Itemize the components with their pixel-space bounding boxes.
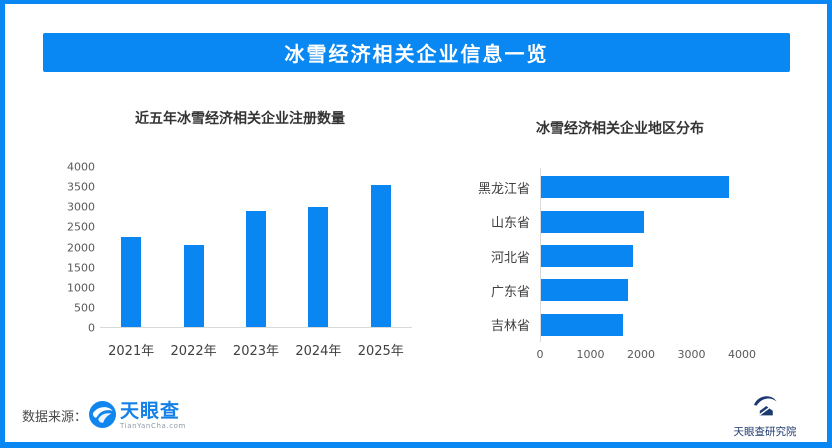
bar-track (540, 245, 742, 268)
registrations-bar-2024年 (308, 207, 329, 327)
region-label: 山东省 (490, 216, 530, 232)
bar-slot (100, 167, 162, 327)
x-tick-label: 1000 (576, 348, 605, 361)
bar-track (540, 176, 742, 199)
bar-slot (287, 167, 349, 327)
registrations-y-axis: 0 500 1000 1500 2000 2500 3000 3500 4000 (43, 161, 95, 335)
registrations-chart-title: 近五年冰雪经济相关企业注册数量 (135, 111, 345, 127)
page-title: 冰雪经济相关企业信息一览 (284, 42, 549, 66)
region-label: 黑龙江省 (477, 181, 530, 197)
regions-axis-line (540, 168, 541, 342)
research-institute-logo: 天眼查研究院 (727, 391, 803, 439)
bar-slot (163, 167, 225, 327)
registrations-bar-2025年 (370, 185, 391, 327)
region-row: 河北省 (458, 239, 742, 273)
region-row: 吉林省 (458, 308, 742, 342)
x-category-label: 2025年 (357, 344, 404, 359)
tianyancha-logo: 天眼查 TianYanCha.com (89, 401, 186, 430)
x-category-label: 2022年 (170, 344, 217, 359)
y-tick-label: 1000 (67, 281, 95, 295)
regions-bar-黑龙江省 (540, 176, 730, 199)
bar-slot (350, 167, 412, 327)
registrations-bar-2022年 (183, 245, 204, 327)
data-source-label: 数据来源： (22, 410, 88, 425)
region-row: 黑龙江省 (458, 170, 742, 204)
y-tick-label: 1500 (67, 261, 95, 275)
regions-bar-山东省 (540, 210, 644, 233)
page-title-banner: 冰雪经济相关企业信息一览 (43, 33, 790, 72)
x-tick-label: 0 (536, 348, 544, 361)
region-row: 山东省 (458, 204, 742, 238)
x-tick-label: 3000 (677, 348, 706, 361)
tianyancha-eye-icon (89, 401, 116, 428)
tianyancha-domain: TianYanCha.com (120, 422, 186, 430)
y-tick-label: 3000 (67, 200, 95, 214)
bar-track (540, 279, 742, 302)
x-category-label: 2023年 (232, 344, 280, 359)
y-tick-label: 2500 (67, 220, 95, 234)
regions-bar-广东省 (540, 279, 629, 302)
registrations-bar-2021年 (121, 237, 142, 327)
bar-track (540, 313, 742, 336)
bar-slot (225, 167, 287, 327)
research-institute-label: 天眼查研究院 (733, 426, 797, 438)
registrations-plot (100, 167, 412, 328)
regions-rows: 黑龙江省山东省河北省广东省吉林省 (458, 170, 742, 342)
regions-bar-吉林省 (540, 313, 624, 336)
tianyancha-name: 天眼查 (120, 400, 181, 422)
research-institute-icon (753, 396, 777, 416)
x-category-label: 2024年 (295, 344, 342, 359)
y-tick-label: 2000 (67, 241, 95, 254)
tianyancha-wordmark: 天眼查 TianYanCha.com (120, 401, 186, 430)
registrations-x-labels: 2021年 2022年 2023年 2024年 2025年 (100, 340, 412, 359)
regions-x-axis: 0 1000 2000 3000 4000 (536, 348, 757, 362)
y-tick-label: 4000 (67, 160, 95, 174)
x-tick-label: 2000 (627, 348, 655, 361)
y-tick-label: 0 (88, 321, 95, 335)
region-label: 吉林省 (490, 319, 530, 335)
y-tick-label: 500 (74, 301, 95, 315)
x-tick-label: 4000 (728, 348, 756, 361)
bar-track (540, 210, 742, 233)
region-label: 河北省 (490, 250, 530, 266)
region-row: 广东省 (458, 273, 742, 307)
regions-bar-河北省 (540, 245, 634, 268)
y-tick-label: 3500 (67, 180, 95, 194)
registrations-bar-2023年 (245, 211, 266, 327)
x-category-label: 2021年 (108, 344, 155, 359)
region-label: 广东省 (490, 284, 530, 300)
regions-chart-title: 冰雪经济相关企业地区分布 (536, 121, 704, 137)
